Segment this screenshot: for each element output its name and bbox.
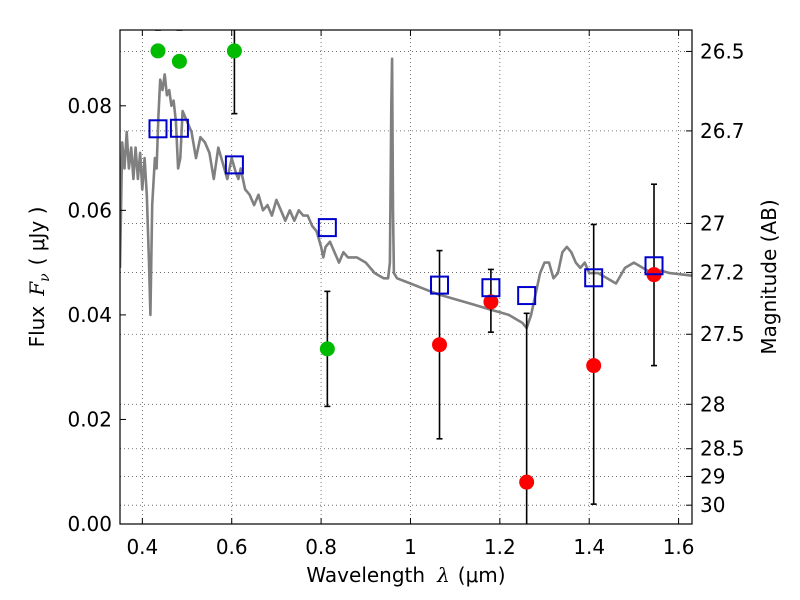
model-sed-line	[120, 57, 692, 330]
y-axis-symbol: F	[25, 281, 49, 297]
markers	[148, 43, 664, 490]
x-tick-label: 0.6	[216, 535, 248, 559]
model-photometry-square	[517, 286, 537, 306]
model-photometry-square	[169, 118, 189, 138]
y-axis-subscript: ν	[37, 273, 53, 282]
y-tick-label: 0.00	[67, 512, 112, 536]
model-photometry-square	[584, 268, 604, 288]
observed-point-red	[586, 358, 602, 374]
y2-tick-label: 29	[700, 464, 725, 488]
y-tick-label: 0.02	[67, 407, 112, 431]
y2-tick-label: 27.2	[700, 261, 745, 285]
y2-tick-label: 28.5	[700, 437, 745, 461]
y-tick-label: 0.04	[67, 303, 112, 327]
model-photometry-square	[148, 119, 168, 139]
plot-frame	[119, 29, 693, 525]
y2-axis-label: Magnitude (AB)	[757, 199, 781, 354]
y2-tick-label: 26.5	[700, 39, 745, 63]
y2-tick-label: 26.7	[700, 119, 745, 143]
y2-tick-label: 27	[700, 211, 725, 235]
x-axis-unit: (μm)	[458, 563, 506, 587]
y-axis-unit: ( μJy )	[25, 207, 49, 266]
observed-point-green	[150, 43, 166, 59]
y2-tick-label: 27.5	[700, 322, 745, 346]
y-axis-label: FluxFν( μJy )	[25, 207, 53, 348]
model-photometry-square	[644, 256, 664, 276]
x-tick-label: 1.6	[663, 535, 695, 559]
x-axis-symbol: λ	[436, 563, 450, 587]
model-photometry-square	[481, 278, 501, 298]
x-tick-label: 0.4	[126, 535, 158, 559]
x-tick-label: 1.4	[573, 535, 605, 559]
model-photometry-square	[317, 218, 337, 238]
observed-point-green	[319, 341, 335, 357]
y-tick-label: 0.06	[67, 198, 112, 222]
x-axis-label: Wavelength λ (μm)	[306, 563, 505, 587]
y-tick-label: 0.08	[67, 94, 112, 118]
y2-tick-label: 30	[700, 493, 725, 517]
observed-point-red	[483, 294, 499, 310]
observed-point-green	[226, 43, 242, 59]
observed-point-red	[519, 474, 535, 490]
model-photometry-square	[224, 155, 244, 175]
x-tick-label: 0.8	[305, 535, 337, 559]
x-tick-label: 1.2	[484, 535, 516, 559]
model-photometry-square	[430, 275, 450, 295]
observed-point-red	[432, 337, 448, 353]
observed-point-green	[171, 53, 187, 69]
ticks: 0.4 0.6 0.8 1 1.2 1.4 1.6 0.00 0.02 0.04 0.06 0.08 2…	[67, 30, 745, 559]
y2-tick-label: 28	[700, 392, 725, 416]
x-tick-label: 1	[404, 535, 417, 559]
